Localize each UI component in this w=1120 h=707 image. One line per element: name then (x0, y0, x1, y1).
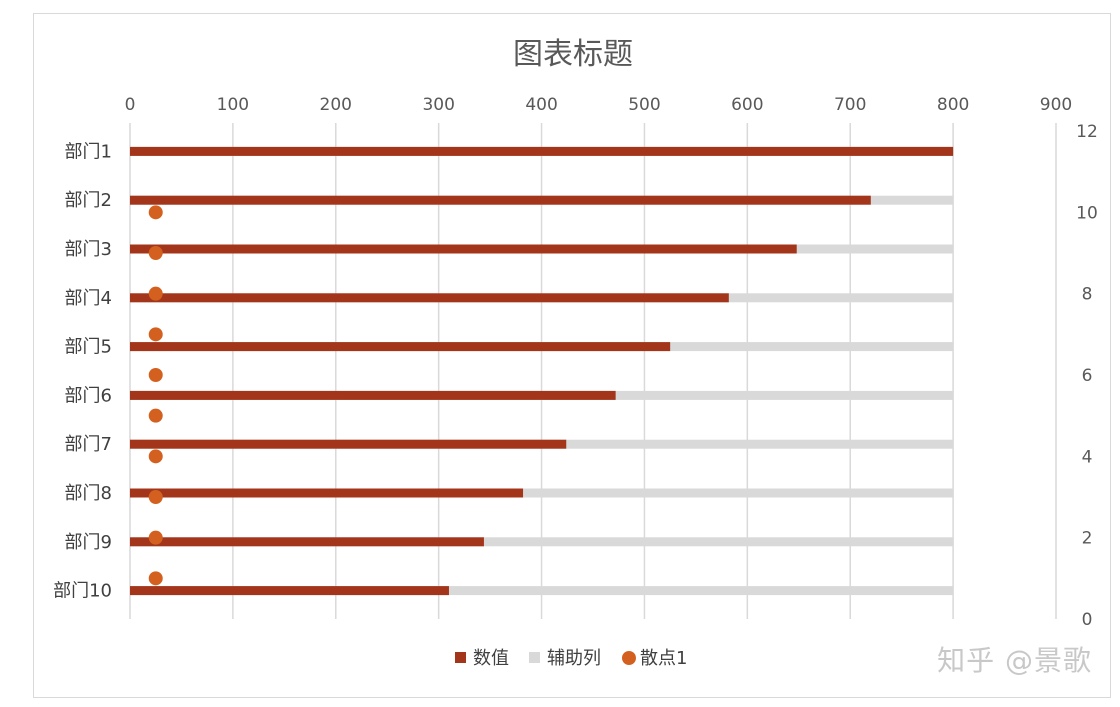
bar-aux (130, 488, 954, 498)
legend-label: 辅助列 (547, 648, 601, 669)
y2-tick-label: 6 (1082, 366, 1093, 386)
x-tick-label: 300 (422, 95, 454, 115)
scatter-point (148, 205, 163, 220)
bar-value (130, 244, 797, 254)
legend-marker (622, 651, 636, 665)
bar-value (130, 342, 671, 352)
bar-value (130, 390, 616, 400)
bar-value (130, 293, 729, 303)
x-tick-label: 500 (628, 95, 660, 115)
category-label: 部门2 (65, 190, 112, 211)
x-tick-label: 600 (731, 95, 763, 115)
x-tick-label: 900 (1040, 95, 1072, 115)
category-label: 部门5 (65, 337, 112, 358)
x-tick-label: 800 (937, 95, 969, 115)
bar-aux (130, 586, 954, 596)
legend-marker (529, 652, 540, 663)
category-label: 部门3 (65, 239, 112, 260)
y2-tick-label: 2 (1082, 529, 1093, 549)
y2-tick-label: 4 (1082, 447, 1093, 467)
legend-label: 散点1 (640, 648, 687, 669)
scatter-point (148, 449, 163, 464)
category-label: 部门8 (65, 483, 112, 504)
bar-aux (130, 537, 954, 547)
bar-value (130, 537, 484, 547)
bar-value (130, 439, 567, 449)
scatter-point (148, 368, 163, 382)
category-label: 部门6 (65, 385, 112, 406)
y2-tick-label: 8 (1082, 285, 1093, 305)
category-label: 部门9 (65, 532, 112, 553)
x-tick-label: 100 (217, 95, 249, 115)
scatter-point (148, 408, 163, 423)
x-tick-label: 200 (320, 95, 352, 115)
chart-title: 图表标题 (513, 37, 633, 72)
scatter-point (148, 490, 163, 504)
category-label: 部门7 (65, 434, 112, 455)
x-tick-label: 700 (834, 95, 866, 115)
scatter-point (148, 246, 163, 260)
bar-value (130, 146, 954, 156)
legend-label: 数值 (473, 648, 509, 669)
y2-tick-label: 0 (1082, 610, 1093, 630)
y2-tick-label: 12 (1076, 122, 1098, 142)
legend-marker (455, 652, 466, 663)
scatter-point (148, 571, 163, 586)
watermark: 知乎 @景歌 (937, 644, 1092, 677)
chart-frame (33, 13, 1111, 698)
bar-value (130, 488, 524, 498)
y2-tick-label: 10 (1076, 203, 1098, 223)
category-label: 部门1 (65, 141, 112, 162)
category-label: 部门4 (65, 288, 112, 309)
category-label: 部门10 (53, 581, 112, 602)
bar-value (130, 195, 871, 205)
scatter-point (148, 327, 163, 342)
scatter-point (148, 286, 163, 301)
scatter-point (148, 530, 163, 545)
x-tick-label: 0 (125, 95, 136, 115)
x-tick-label: 400 (525, 95, 557, 115)
bar-value (130, 586, 449, 596)
